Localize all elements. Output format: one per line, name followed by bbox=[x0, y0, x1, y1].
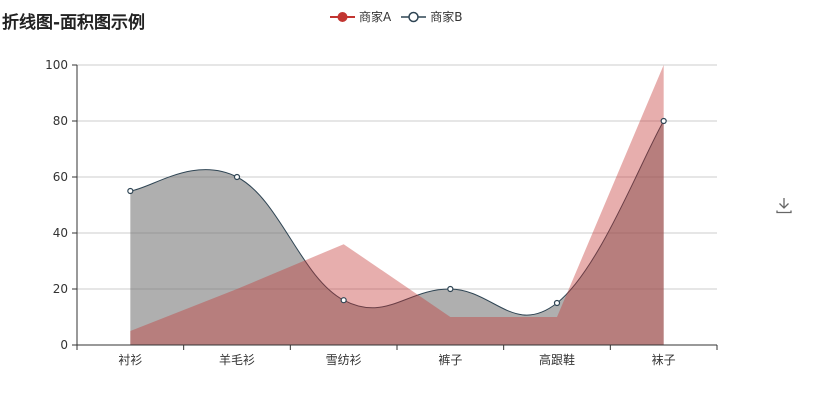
point-series-b bbox=[553, 299, 561, 307]
x-tick-label: 裤子 bbox=[438, 353, 462, 367]
legend-label-series-a: 商家A bbox=[359, 10, 392, 24]
area-series-b bbox=[130, 121, 664, 345]
x-tick-label: 高跟鞋 bbox=[539, 352, 575, 367]
area-series-a bbox=[130, 65, 664, 345]
chart-title: 折线图-面积图示例 bbox=[2, 13, 146, 33]
point-series-b bbox=[660, 117, 667, 125]
legend-marker-series-a bbox=[330, 11, 355, 22]
download-button[interactable] bbox=[775, 196, 793, 214]
legend: 商家A 商家B bbox=[330, 8, 472, 25]
line-series-b bbox=[130, 120, 665, 316]
x-tick-label: 袜子 bbox=[652, 353, 676, 367]
x-tick-label: 雪纺衫 bbox=[326, 353, 362, 367]
point-series-b bbox=[340, 297, 347, 304]
legend-item-series-a[interactable]: 商家A bbox=[330, 8, 391, 25]
y-tick-label: 40 bbox=[53, 226, 68, 240]
legend-label-series-b: 商家B bbox=[430, 10, 463, 24]
x-tick-label: 羊毛衫 bbox=[219, 352, 255, 367]
y-tick-label: 0 bbox=[60, 338, 68, 352]
point-series-b bbox=[447, 285, 454, 293]
y-tick-label: 80 bbox=[53, 114, 68, 128]
y-tick-label: 100 bbox=[45, 58, 68, 72]
y-tick-label: 60 bbox=[53, 170, 68, 184]
x-tick-label: 衬衫 bbox=[118, 353, 142, 367]
point-series-b bbox=[233, 173, 241, 181]
download-icon bbox=[776, 198, 792, 214]
legend-item-series-b[interactable]: 商家B bbox=[401, 8, 462, 25]
point-series-b bbox=[127, 187, 134, 195]
y-tick-label: 20 bbox=[53, 282, 68, 296]
legend-marker-series-b bbox=[401, 11, 427, 22]
